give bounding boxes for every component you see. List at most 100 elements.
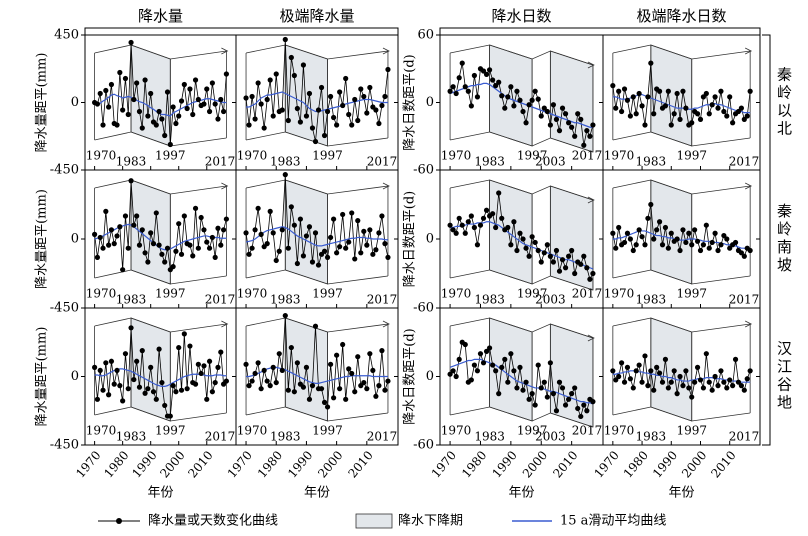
data-point	[153, 210, 159, 216]
data-point	[496, 391, 502, 397]
data-point	[526, 396, 532, 402]
data-point	[204, 396, 210, 402]
data-point	[686, 385, 692, 391]
data-point	[349, 210, 355, 216]
period-label: 2017	[729, 155, 760, 169]
data-point	[613, 245, 619, 251]
data-point	[616, 224, 622, 231]
data-point	[709, 387, 715, 393]
data-point	[215, 225, 221, 231]
data-point	[703, 222, 709, 228]
data-point	[212, 254, 218, 260]
data-point	[559, 257, 566, 263]
frame-bottom	[612, 131, 751, 147]
frame-bottom	[94, 269, 227, 285]
data-point	[249, 93, 255, 100]
data-point	[520, 387, 526, 393]
data-point	[724, 385, 730, 391]
data-point	[173, 120, 179, 127]
data-point	[215, 116, 221, 122]
data-point	[741, 253, 747, 259]
data-point	[465, 219, 471, 225]
frame-bottom	[94, 131, 227, 147]
data-point	[517, 364, 523, 370]
data-point	[150, 389, 157, 395]
data-point	[511, 219, 517, 225]
data-point	[456, 356, 462, 362]
x-tick-label: 2000	[315, 448, 345, 480]
data-point	[291, 222, 297, 228]
y-tick-label: -60	[413, 301, 434, 316]
data-point	[584, 128, 590, 134]
data-point	[195, 361, 201, 367]
period-label: 2017	[205, 430, 236, 444]
period-label: 2017	[729, 430, 760, 444]
data-point	[486, 67, 493, 73]
data-point	[379, 213, 385, 219]
data-point	[361, 228, 367, 234]
arrow	[382, 47, 390, 55]
data-point	[747, 247, 753, 254]
data-point	[566, 396, 572, 402]
data-point	[128, 39, 134, 46]
data-point	[535, 96, 541, 102]
data-point	[148, 230, 154, 236]
data-point	[243, 230, 249, 236]
data-point	[741, 116, 747, 122]
data-point	[285, 245, 291, 251]
bracket	[762, 34, 771, 446]
data-point	[148, 90, 154, 97]
data-point	[201, 101, 207, 107]
data-point	[659, 379, 666, 385]
data-point	[220, 108, 227, 115]
legend-marker	[116, 518, 122, 524]
period-label: 1997	[676, 149, 707, 163]
data-point	[309, 383, 316, 389]
data-point	[297, 119, 303, 125]
data-point	[170, 264, 176, 270]
data-point	[306, 90, 313, 97]
period-label: 1983	[116, 155, 147, 169]
data-point	[264, 241, 270, 247]
data-point	[477, 222, 484, 228]
data-point	[142, 250, 148, 256]
period-label: 1983	[116, 430, 147, 444]
period-label: 2017	[572, 287, 603, 301]
data-point	[273, 71, 279, 77]
arrow	[382, 320, 390, 328]
data-point	[486, 345, 493, 351]
period-label: 1983	[270, 293, 301, 307]
data-point	[636, 362, 642, 368]
period-label: 2017	[572, 149, 603, 163]
data-point	[94, 254, 101, 260]
smooth-line	[612, 230, 751, 250]
data-point	[361, 379, 367, 386]
period-label: 1983	[116, 293, 147, 307]
data-point	[170, 104, 176, 110]
data-point	[282, 313, 288, 319]
data-point	[349, 370, 355, 377]
decline-period	[549, 185, 594, 291]
data-point	[517, 230, 523, 236]
data-point	[258, 231, 264, 237]
data-point	[373, 247, 379, 253]
data-point	[258, 386, 264, 392]
data-point	[532, 239, 538, 246]
data-point	[120, 267, 126, 273]
data-point	[590, 399, 596, 405]
data-point	[267, 208, 273, 214]
data-point	[732, 356, 739, 362]
data-point	[312, 323, 319, 329]
data-point	[654, 364, 660, 370]
x-tick-label: 2000	[157, 448, 187, 480]
data-point	[738, 383, 744, 389]
data-point	[303, 364, 310, 370]
period-label: 1970	[237, 287, 268, 301]
data-point	[184, 386, 190, 392]
data-point	[712, 230, 718, 236]
data-point	[526, 253, 532, 259]
data-point	[114, 122, 120, 128]
data-point	[694, 364, 701, 370]
frame-top	[612, 179, 751, 195]
period-label: 1997	[312, 424, 343, 438]
